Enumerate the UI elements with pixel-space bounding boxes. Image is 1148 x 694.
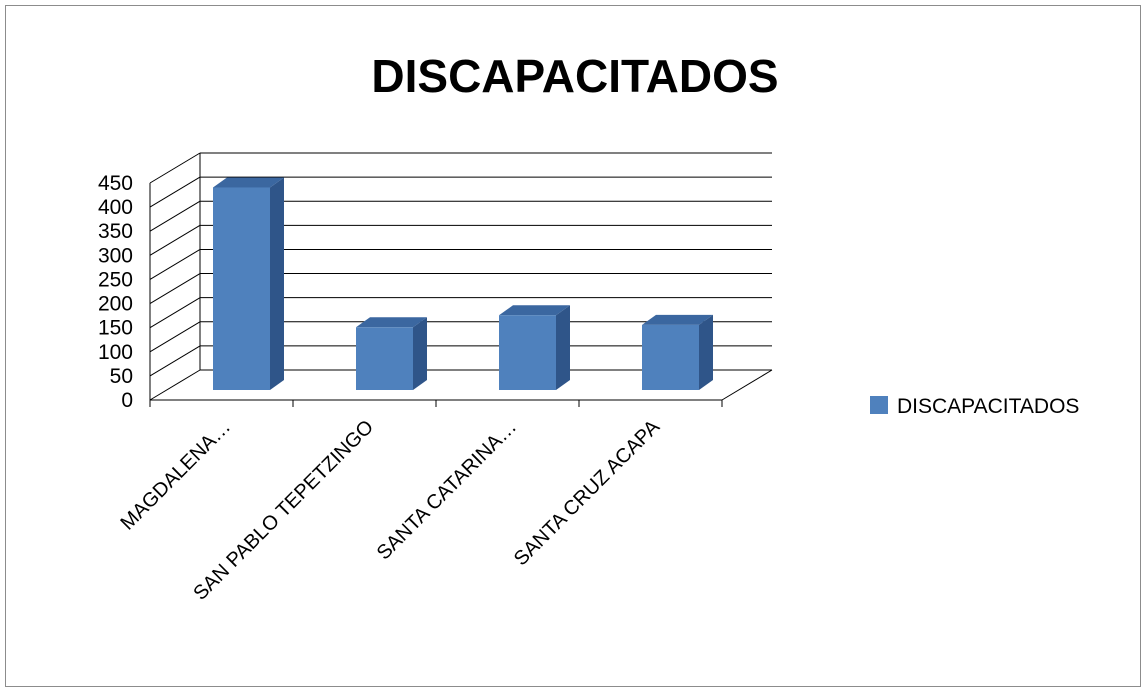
bar-top <box>356 317 427 328</box>
y-tick-label: 300 <box>98 244 133 267</box>
bar-side <box>556 305 570 390</box>
gridline-side <box>149 297 201 329</box>
bar-top <box>213 177 284 188</box>
gridline-side <box>149 224 201 256</box>
grid-layer <box>149 152 773 401</box>
x-tick-label: MAGDALENA… <box>117 416 236 535</box>
gridline-side <box>149 152 201 184</box>
legend-swatch <box>870 396 888 414</box>
bar <box>213 187 270 390</box>
legend: DISCAPACITADOS <box>870 395 1079 418</box>
gridline-side <box>149 249 201 280</box>
bar <box>499 315 556 390</box>
y-tick-label: 450 <box>98 172 133 195</box>
gridline-side <box>149 345 201 377</box>
y-tick-label: 100 <box>98 341 133 364</box>
y-tick-label: 350 <box>98 220 133 243</box>
y-tick-label: 50 <box>110 365 133 388</box>
y-tick-label: 400 <box>98 196 133 219</box>
legend-label: DISCAPACITADOS <box>897 395 1079 418</box>
bar-top <box>642 314 713 325</box>
bar-top <box>499 305 570 316</box>
bar-side <box>413 317 427 390</box>
x-tick-label: SANTA CRUZ ACAPA <box>510 416 665 571</box>
chart-title: DISCAPACITADOS <box>371 50 778 102</box>
floor-left-edge <box>149 369 201 401</box>
bar-side <box>699 314 713 390</box>
x-tick-label: SANTA CATARINA… <box>373 416 521 564</box>
floor-right-edge <box>721 369 773 401</box>
gridline-side <box>149 176 201 208</box>
bar-side <box>270 177 284 390</box>
gridline-side <box>149 200 201 232</box>
bar <box>642 324 699 390</box>
y-tick-label: 200 <box>98 293 133 316</box>
gridline-side <box>149 321 201 353</box>
gridline-side <box>149 273 201 304</box>
bar <box>356 327 413 390</box>
bars-layer <box>213 177 713 390</box>
y-tick-label: 150 <box>98 317 133 340</box>
y-tick-label: 250 <box>98 268 133 291</box>
y-tick-label: 0 <box>121 389 133 412</box>
